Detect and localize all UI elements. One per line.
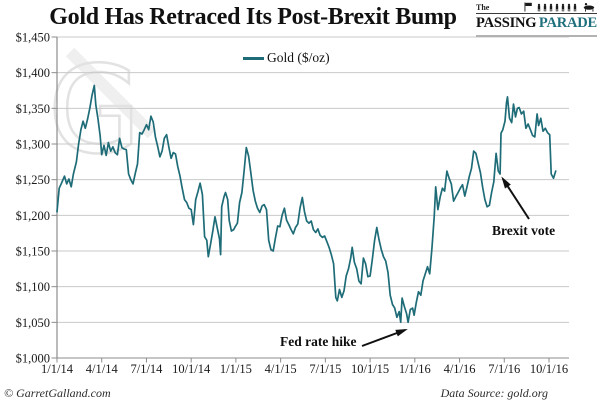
logo-passing-label: PASSING — [476, 15, 537, 31]
logo-wordmark: PASSING PARADE — [476, 15, 597, 31]
x-tick-label: 1/1/16 — [399, 362, 431, 376]
annotation-fed-rate-hike: Fed rate hike — [280, 334, 357, 349]
legend-label: Gold ($/oz) — [267, 50, 330, 65]
x-tick-label: 7/1/16 — [488, 362, 520, 376]
logo-the-label: The — [476, 3, 490, 12]
y-tick-label: $1,050 — [16, 316, 50, 330]
logo-parade-label: PARADE — [538, 15, 597, 31]
logo-top-row: The — [476, 2, 597, 14]
y-tick-label: $1,450 — [16, 31, 50, 45]
legend-line-swatch — [243, 56, 264, 60]
x-tick-label: 1/1/14 — [41, 362, 74, 376]
y-tick-label: $1,350 — [16, 102, 50, 116]
x-tick-label: 7/1/15 — [309, 362, 341, 376]
parade-figures-icon — [524, 2, 595, 12]
x-tick-label: 10/1/15 — [351, 362, 389, 376]
source-credit-right: Data Source: gold.org — [440, 386, 548, 400]
x-tick-label: 10/1/14 — [172, 362, 211, 376]
y-tick-label: $1,000 — [16, 352, 50, 366]
page-title: Gold Has Retraced Its Post-Brexit Bump — [49, 4, 457, 30]
y-tick-label: $1,100 — [16, 280, 50, 294]
y-tick-label: $1,200 — [16, 209, 50, 223]
x-tick-label: 10/1/16 — [530, 362, 568, 376]
x-tick-label: 4/1/16 — [444, 362, 476, 376]
annotation-arrowhead — [501, 176, 511, 189]
gold-price-line — [56, 84, 557, 324]
y-tick-label: $1,250 — [16, 173, 50, 187]
annotation-arrowhead — [395, 328, 408, 337]
garret-galland-watermark-slash — [65, 47, 157, 139]
passing-parade-logo: The — [476, 2, 597, 37]
y-tick-label: $1,400 — [16, 66, 50, 80]
x-tick-label: 4/1/15 — [265, 362, 297, 376]
legend: Gold ($/oz) — [243, 50, 330, 66]
x-tick-label: 7/1/14 — [130, 362, 163, 376]
x-tick-label: 1/1/15 — [220, 362, 252, 376]
x-tick-label: 4/1/14 — [86, 362, 119, 376]
source-credit-left: © GarretGalland.com — [4, 386, 111, 400]
annotation-brexit-vote: Brexit vote — [492, 223, 556, 238]
y-tick-label: $1,150 — [16, 245, 50, 259]
y-tick-label: $1,300 — [16, 138, 50, 152]
